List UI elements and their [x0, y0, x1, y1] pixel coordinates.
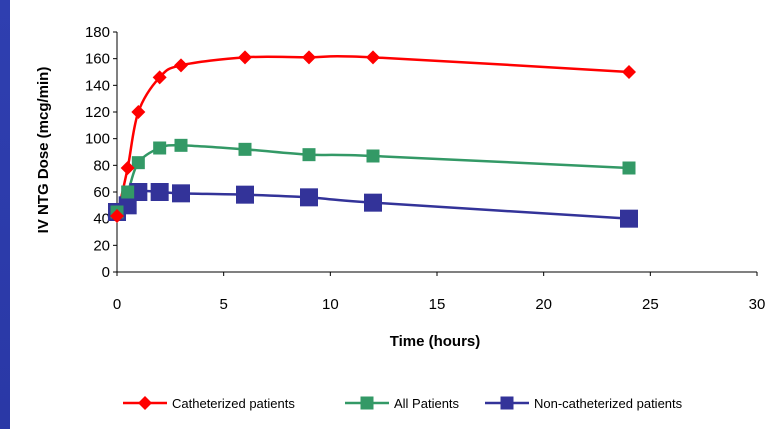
data-point: [236, 185, 254, 204]
y-tick-labels: 0 20 40 60 80 100 120 140 160 180: [85, 24, 117, 281]
legend-marker: [138, 396, 152, 410]
data-point: [121, 185, 135, 199]
data-point: [366, 50, 380, 65]
data-point: [366, 149, 380, 163]
series-markers: [108, 50, 638, 228]
x-tick-label: 20: [535, 296, 552, 313]
x-tick-label: 5: [219, 296, 227, 313]
y-tick-label: 160: [85, 51, 110, 68]
x-tick-label: 10: [322, 296, 339, 313]
data-point: [174, 138, 188, 152]
data-point: [172, 184, 190, 203]
x-tick-label: 30: [749, 296, 766, 313]
x-tick-label: 0: [113, 296, 121, 313]
legend-label: Catheterized patients: [172, 396, 295, 411]
data-point: [300, 188, 318, 207]
x-axis-title: Time (hours): [390, 333, 481, 350]
legend-label: All Patients: [394, 396, 460, 411]
y-tick-label: 20: [93, 237, 110, 254]
series-line: [115, 55, 630, 217]
data-point: [153, 141, 167, 155]
data-point: [302, 148, 316, 162]
series-line: [115, 143, 630, 213]
data-point: [622, 161, 636, 175]
y-tick-label: 60: [93, 184, 110, 201]
y-tick-label: 180: [85, 24, 110, 41]
data-point: [302, 50, 316, 65]
legend-label: Non-catheterized patients: [534, 396, 683, 411]
y-tick-label: 80: [93, 157, 110, 174]
data-point: [174, 58, 188, 73]
y-axis-title: IV NTG Dose (mcg/min): [35, 67, 52, 234]
y-tick-label: 0: [102, 264, 110, 281]
data-point: [150, 183, 169, 201]
data-point: [131, 105, 146, 119]
x-tick-label: 25: [642, 296, 659, 313]
y-tick-label: 100: [85, 131, 110, 148]
data-point: [238, 50, 252, 65]
chart-panel: [10, 0, 779, 429]
legend: Catheterized patients All Patients Non-cat…: [123, 396, 683, 411]
x-tick-label: 15: [429, 296, 446, 313]
data-point: [238, 142, 252, 156]
y-tick-label: 40: [93, 211, 110, 228]
data-point: [620, 209, 638, 228]
legend-marker: [500, 396, 514, 410]
data-point: [364, 193, 382, 212]
y-tick-label: 140: [85, 77, 110, 94]
data-point: [622, 65, 636, 79]
data-point: [120, 161, 135, 175]
data-point: [152, 70, 167, 85]
data-point: [110, 209, 124, 223]
y-tick-label: 120: [85, 104, 110, 121]
x-tick-labels: 0 5 10 15 20 25 30: [113, 272, 766, 313]
data-point: [131, 156, 145, 170]
legend-marker: [360, 396, 374, 410]
axes: [116, 32, 757, 273]
